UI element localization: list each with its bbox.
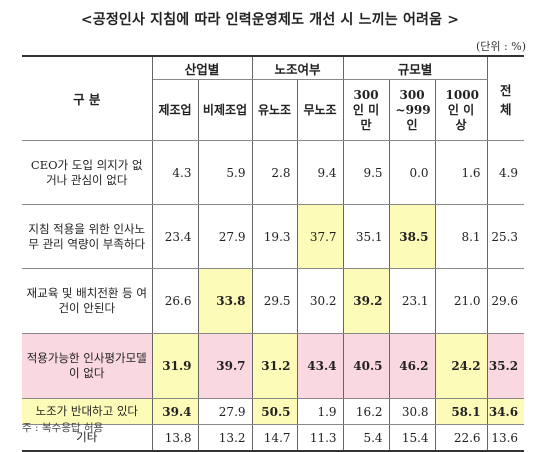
cell-value-total: 29.6 [486, 268, 525, 334]
col-header-non-manufacturing: 비제조업 [197, 79, 253, 141]
cell-value-highlight: 24.2 [434, 333, 488, 399]
table-row: 노조가 반대하고 있다 39.4 27.9 50.5 1.9 16.2 30.8… [22, 398, 525, 425]
cell-value-highlight: 58.1 [434, 398, 488, 425]
cell-value-highlight: 39.2 [342, 268, 390, 334]
col-header-1000-plus: 1000인 이상 [434, 79, 488, 141]
table-row: 적용가능한 인사평가모델이 없다 31.9 39.7 31.2 43.4 40.… [22, 333, 525, 399]
table-title: <공정인사 지침에 따라 인력운영제도 개선 시 느끼는 어려움 > [80, 12, 460, 28]
cell-value: 27.9 [197, 204, 253, 269]
header-row-groups: 구 분 산업별 노조여부 규모별 전체 [22, 55, 525, 141]
cell-value: 5.9 [197, 140, 253, 205]
cell-value: 22.6 [434, 424, 488, 452]
row-label: 지침 적용을 위한 인사노무 관리 역량이 부족하다 [22, 204, 153, 269]
survey-table: 구 분 산업별 노조여부 규모별 전체 제조업 비제조업 유노조 무노조 300… [22, 55, 525, 452]
table-row: 지침 적용을 위한 인사노무 관리 역량이 부족하다 23.4 27.9 19.… [22, 204, 525, 269]
cell-value: 21.0 [434, 268, 488, 334]
row-label: CEO가 도입 의지가 없거나 관심이 없다 [22, 140, 153, 205]
cell-value-total: 25.3 [486, 204, 525, 269]
row-label: 노조가 반대하고 있다 [22, 398, 153, 425]
cell-value-highlight: 39.7 [197, 333, 253, 399]
cell-value: 13.2 [197, 424, 253, 452]
col-header-under-300: 300인 미만 [342, 79, 390, 141]
cell-value: 23.4 [151, 204, 199, 269]
cell-value-highlight: 40.5 [342, 333, 390, 399]
cell-value: 11.3 [296, 424, 344, 452]
col-header-union: 유노조 [251, 79, 298, 141]
cell-value-highlight: 31.9 [151, 333, 199, 399]
cell-value: 9.5 [342, 140, 390, 205]
cell-value: 1.6 [434, 140, 488, 205]
cell-value: 13.8 [151, 424, 199, 452]
cell-value: 4.3 [151, 140, 199, 205]
cell-value-highlight: 33.8 [197, 268, 253, 334]
cell-value-highlight: 43.4 [296, 333, 344, 399]
cell-value-total: 4.9 [486, 140, 525, 205]
cell-value: 23.1 [388, 268, 436, 334]
col-header-no-union: 무노조 [296, 79, 344, 141]
cell-value: 9.4 [296, 140, 344, 205]
cell-value: 27.9 [197, 398, 253, 425]
cell-value-highlight: 46.2 [388, 333, 436, 399]
cell-value: 14.7 [251, 424, 298, 452]
group-header-size: 규모별 [342, 55, 488, 80]
cell-value-total: 34.6 [486, 398, 525, 425]
footnote: 주 : 복수응답 허용 [22, 422, 104, 434]
cell-value-highlight: 38.5 [388, 204, 436, 269]
page: <공정인사 지침에 따라 인력운영제도 개선 시 느끼는 어려움 > (단위 :… [22, 12, 526, 452]
group-header-total: 전체 [486, 55, 525, 141]
cell-value: 19.3 [251, 204, 298, 269]
cell-value: 26.6 [151, 268, 199, 334]
cell-value: 2.8 [251, 140, 298, 205]
cell-value-highlight: 39.4 [151, 398, 199, 425]
row-label: 재교육 및 배치전환 등 여건이 안된다 [22, 268, 153, 334]
unit-label: (단위 : %) [476, 40, 526, 53]
cell-value: 16.2 [342, 398, 390, 425]
cell-value: 35.1 [342, 204, 390, 269]
col-header-manufacturing: 제조업 [152, 79, 199, 141]
group-header-union: 노조여부 [251, 55, 344, 80]
row-label: 적용가능한 인사평가모델이 없다 [22, 333, 153, 399]
cell-value: 5.4 [342, 424, 390, 452]
cell-value: 30.2 [296, 268, 344, 334]
cell-value: 8.1 [434, 204, 488, 269]
cell-value-total: 13.6 [486, 424, 525, 452]
cell-value-highlight: 50.5 [251, 398, 298, 425]
cell-value: 0.0 [388, 140, 436, 205]
group-header-industry: 산업별 [151, 55, 253, 80]
col-header-300-999: 300 ~999인 [388, 79, 436, 141]
table-row: 재교육 및 배치전환 등 여건이 안된다 26.6 33.8 29.5 30.2… [22, 268, 525, 334]
cell-value: 1.9 [296, 398, 344, 425]
corner-header: 구 분 [22, 55, 153, 141]
cell-value: 15.4 [388, 424, 436, 452]
cell-value-total: 35.2 [486, 333, 525, 399]
table-row: CEO가 도입 의지가 없거나 관심이 없다 4.3 5.9 2.8 9.4 9… [22, 140, 525, 205]
cell-value: 29.5 [251, 268, 298, 334]
cell-value-highlight: 37.7 [296, 204, 344, 269]
cell-value-highlight: 31.2 [251, 333, 298, 399]
cell-value: 30.8 [388, 398, 436, 425]
